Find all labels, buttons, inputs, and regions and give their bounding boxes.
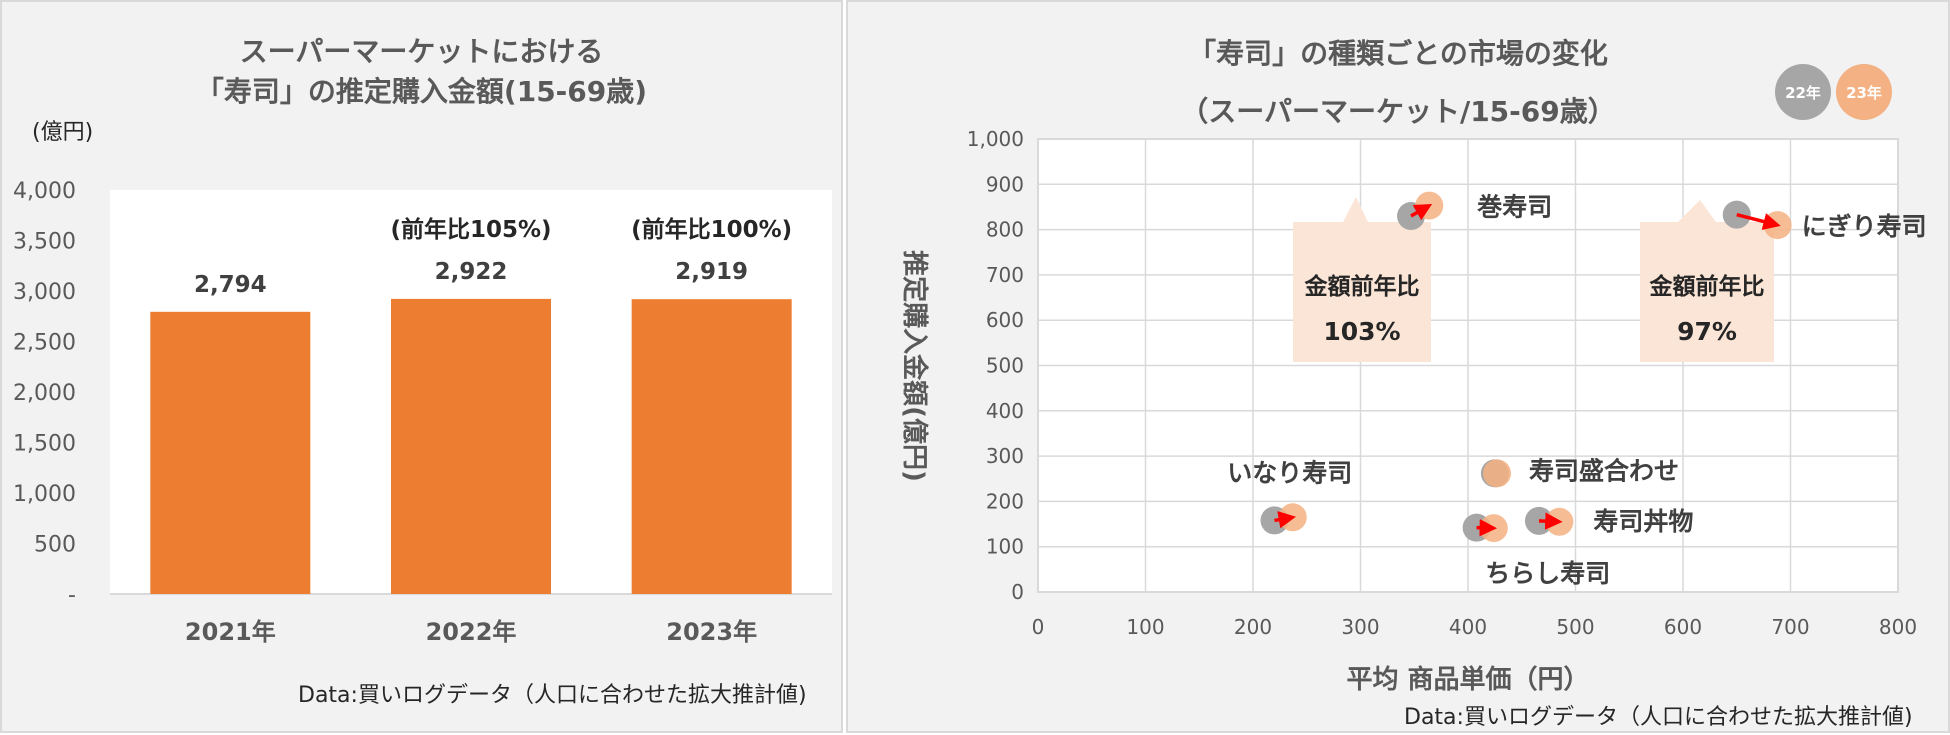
scatter-chart-source: Data:買いログデータ（人口に合わせた拡大推計値) <box>1404 699 1913 731</box>
bar-y-tick-label: 2,000 <box>13 381 76 406</box>
scatter-y-tick-label: 700 <box>986 263 1024 287</box>
scatter-x-axis-title: 平均 商品単価（円） <box>1346 664 1589 695</box>
scatter-y-tick-label: 600 <box>986 308 1024 332</box>
scatter-y-tick-label: 400 <box>986 399 1024 423</box>
bar-y-tick-label: 1,000 <box>13 482 76 507</box>
bar-y-tick-label: 2,500 <box>13 331 76 356</box>
bar-chart-panel: スーパーマーケットにおける 「寿司」の推定購入金額(15-69歳) (億円) -… <box>0 0 843 733</box>
scatter-x-tick-label: 800 <box>1879 615 1917 639</box>
scatter-y-tick-label: 500 <box>986 354 1024 378</box>
bar-y-tick-label: 1,500 <box>13 432 76 457</box>
scatter-y-tick-label: 0 <box>1011 580 1024 604</box>
point-23 <box>1764 211 1792 239</box>
bar-chart-plot: - 500 1,000 1,500 2,000 2,500 3,000 3,500 4,000 2… <box>2 2 845 735</box>
point-label: ちらし寿司 <box>1485 559 1610 588</box>
scatter-x-tick-label: 700 <box>1771 615 1809 639</box>
scatter-y-tick-label: 800 <box>986 218 1024 242</box>
callout-value: 97% <box>1677 317 1737 346</box>
bar-chart-source: Data:買いログデータ（人口に合わせた拡大推計値) <box>298 677 807 709</box>
scatter-chart-plot: 0 100 200 300 400 500 600 700 800 0 100 200 300 400 50… <box>848 2 1950 735</box>
bar-y-tick-label: 4,000 <box>13 179 76 204</box>
callout-value: 103% <box>1323 317 1400 346</box>
bar-y-tick-label: 3,000 <box>13 280 76 305</box>
scatter-y-tick-label: 200 <box>986 489 1024 513</box>
scatter-x-tick-label: 100 <box>1126 615 1164 639</box>
scatter-y-tick-label: 100 <box>986 535 1024 559</box>
bar-value-label: 2,922 <box>435 259 508 285</box>
scatter-y-axis-title: 推定購入金額(億円) <box>899 250 930 482</box>
bar-value-label: 2,794 <box>194 272 267 298</box>
point-label: いなり寿司 <box>1227 458 1352 487</box>
bar <box>150 312 310 594</box>
bar-x-tick-label: 2023年 <box>666 618 757 646</box>
bar-y-tick-label: - <box>68 583 76 608</box>
callout-title: 金額前年比 <box>1649 273 1765 300</box>
point-label: 巻寿司 <box>1476 193 1552 222</box>
scatter-y-tick-label: 900 <box>986 172 1024 196</box>
point-label: にぎり寿司 <box>1802 212 1927 241</box>
point-23 <box>1415 192 1443 220</box>
bar <box>632 299 792 594</box>
bar-yoy-label: (前年比100%) <box>631 216 792 243</box>
scatter-x-tick-label: 0 <box>1032 615 1045 639</box>
point-label: 寿司丼物 <box>1593 507 1693 536</box>
scatter-x-tick-label: 200 <box>1234 615 1272 639</box>
scatter-x-tick-label: 300 <box>1341 615 1379 639</box>
scatter-x-tick-label: 400 <box>1449 615 1487 639</box>
legend-label: 22年 <box>1785 84 1821 102</box>
point-label: 寿司盛合わせ <box>1529 456 1679 485</box>
legend-label: 23年 <box>1846 84 1882 102</box>
scatter-x-tick-label: 600 <box>1664 615 1702 639</box>
bar-y-tick-label: 3,500 <box>13 230 76 255</box>
bar-value-label: 2,919 <box>675 259 748 285</box>
scatter-y-tick-label: 1,000 <box>967 127 1024 151</box>
bar-x-tick-label: 2021年 <box>185 618 276 646</box>
scatter-x-tick-label: 500 <box>1556 615 1594 639</box>
bar-x-tick-label: 2022年 <box>426 618 517 646</box>
bar <box>391 299 551 594</box>
bar-y-tick-label: 500 <box>34 533 76 558</box>
point-23 <box>1483 459 1511 487</box>
change-arrow <box>1539 521 1557 522</box>
scatter-y-tick-label: 300 <box>986 444 1024 468</box>
callout-title: 金額前年比 <box>1304 273 1420 300</box>
bar-yoy-label: (前年比105%) <box>390 216 551 243</box>
